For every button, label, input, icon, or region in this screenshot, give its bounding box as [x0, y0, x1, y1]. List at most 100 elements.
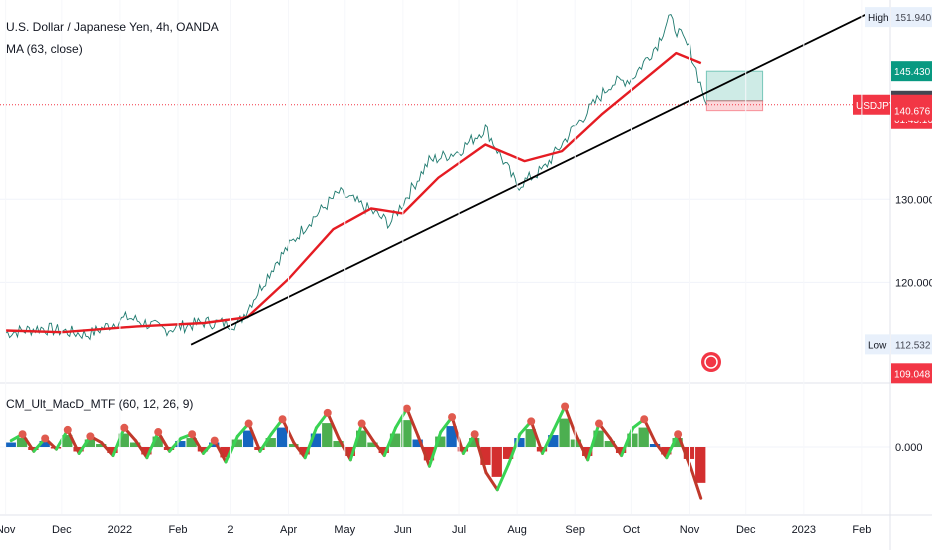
macd-bar [344, 447, 355, 456]
position-target-zone [705, 70, 764, 102]
macd-bar [299, 447, 310, 455]
marker-value: 151.940 [895, 13, 932, 24]
macd-bar [548, 435, 559, 447]
macd-bar [514, 438, 525, 447]
macd-line-segment [665, 432, 680, 460]
macd-bar [141, 447, 152, 455]
macd-line-segment [540, 428, 556, 455]
macd-bar [649, 444, 661, 447]
price-tag-value: 145.430 [894, 67, 931, 78]
price-axis-label: 140.676 [891, 100, 932, 121]
macd-bar [197, 447, 209, 452]
price-line [5, 13, 707, 341]
macd-bar [322, 423, 333, 447]
macd-bar [310, 433, 322, 447]
macd-cross-dot [86, 432, 95, 441]
macd-bar [683, 447, 695, 459]
macd-pane [0, 402, 890, 500]
macd-line-segment [66, 428, 81, 455]
price-axis-label: High 151.940 [865, 7, 932, 28]
macd-line-segment [168, 436, 183, 453]
macd-line-segment [608, 436, 624, 458]
event-icon-circle [701, 352, 721, 372]
macd-bar [695, 447, 706, 483]
macd-bar [604, 441, 615, 447]
marker-text: Low [868, 340, 887, 351]
macd-cross-dot [448, 413, 457, 422]
macd-line-segment [484, 471, 499, 492]
macd-bar [435, 436, 446, 447]
time-tick-label: May [334, 524, 355, 536]
macd-bar [570, 439, 582, 447]
price-tag-value: 109.048 [894, 369, 931, 380]
macd-cross-dot [402, 404, 411, 413]
macd-line-segment [100, 441, 115, 458]
marker-value-box [891, 7, 932, 28]
macd-bar [186, 438, 197, 447]
macd-line-segment [687, 462, 703, 500]
macd-cross-dot [640, 415, 649, 424]
macd-line-segment [507, 432, 522, 466]
macd-line-segment [247, 422, 262, 453]
macd-cross-dot [120, 423, 129, 432]
macd-line-segment [371, 439, 386, 458]
time-tick-label: Dec [736, 524, 756, 536]
macd-line-segment [642, 417, 658, 445]
macd-cross-dot [561, 402, 570, 411]
macd-line-segment [348, 422, 364, 462]
ma-legend: MA (63, close) [6, 42, 83, 56]
macd-line-segment [213, 439, 228, 464]
price-axis-label: Low 112.532 [865, 334, 932, 355]
macd-bar [288, 444, 299, 447]
macd-line-segment [552, 404, 567, 432]
macd-tick-label: 0.000 [895, 442, 923, 454]
ma-line [5, 51, 702, 334]
macd-line-segment [258, 432, 273, 453]
macd-bar [423, 447, 435, 461]
macd-line-segment [405, 407, 420, 438]
macd-line-segment [654, 441, 669, 460]
macd-bar [265, 438, 276, 447]
price-pane [0, 7, 890, 372]
price-tick-label: 130.000 [895, 194, 932, 206]
macd-line-segment [495, 462, 511, 492]
marker-tag [865, 7, 890, 28]
macd-line-segment [427, 430, 443, 468]
macd-cross-dot [278, 415, 287, 424]
macd-bar [638, 427, 649, 447]
price-tag-box [891, 100, 932, 121]
macd-bar [152, 436, 163, 447]
time-tick-label: Sep [565, 524, 585, 536]
macd-line-segment [292, 441, 307, 460]
macd-bar [16, 438, 28, 447]
time-tick-label: Jul [452, 524, 466, 536]
macd-bar [593, 430, 604, 447]
marker-text: High [868, 13, 889, 24]
macd-bar [356, 430, 367, 447]
macd-bar [559, 418, 570, 447]
macd-bar [615, 447, 627, 453]
macd-line-segment [676, 432, 691, 466]
macd-cross-dot [595, 419, 604, 428]
macd-line-segment [303, 426, 318, 460]
macd-cross-dot [18, 430, 27, 439]
symbol-text: USDJPY [856, 101, 896, 112]
macd-bar [209, 442, 220, 447]
event-icon [701, 352, 721, 372]
macd-line-segment [134, 439, 149, 460]
macd-bar [118, 433, 129, 447]
marker-value-box [891, 334, 932, 355]
marker-tag [865, 334, 890, 355]
macd-bar [446, 426, 457, 447]
macd-bar [525, 429, 536, 447]
macd-bar [276, 427, 288, 447]
time-tick-label: Jun [394, 524, 412, 536]
price-tick-label: 120.000 [895, 277, 932, 289]
macd-bar [412, 439, 423, 447]
macd-bar [378, 447, 389, 453]
time-tick-label: Apr [280, 524, 297, 536]
macd-bar [672, 438, 683, 447]
macd-line-segment [382, 426, 398, 458]
